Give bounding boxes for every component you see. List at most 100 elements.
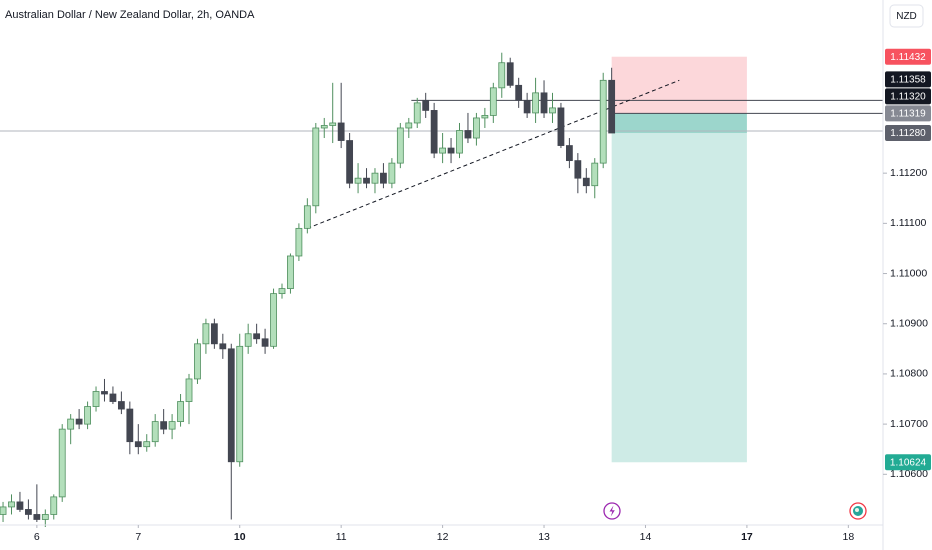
candle-body	[439, 147, 446, 154]
candle-body	[202, 323, 210, 345]
target-zone	[611, 113, 747, 463]
currency-label: NZD	[896, 11, 917, 22]
x-tick-label: 10	[234, 531, 246, 543]
candle-body	[447, 147, 455, 154]
price-tag	[885, 88, 931, 105]
candle-body	[8, 501, 15, 508]
candle-body	[244, 333, 252, 347]
candle-body	[523, 99, 531, 114]
x-tick-label: 11	[336, 531, 347, 543]
candle-body	[75, 418, 83, 425]
candle-body	[354, 177, 362, 184]
candle-body	[143, 441, 151, 448]
candle-body	[608, 79, 616, 134]
price-tag-label: 1.11280	[890, 128, 926, 139]
price-tag-label: 1.10624	[890, 457, 927, 468]
event-icon[interactable]	[849, 502, 867, 520]
candle-body	[303, 205, 311, 229]
candle-body	[109, 393, 117, 402]
candle-body	[599, 79, 607, 164]
candle-body	[84, 406, 91, 425]
candle-body	[101, 391, 108, 395]
candle-body	[177, 401, 184, 423]
candle-body	[236, 345, 244, 463]
candle-body	[270, 293, 277, 347]
candle-body	[329, 122, 337, 126]
candle-body	[549, 107, 556, 114]
y-tick-label: 1.10900	[890, 318, 928, 330]
candle-body	[413, 102, 421, 124]
price-tag	[885, 454, 931, 471]
candle-body	[58, 428, 66, 498]
candle-body	[456, 130, 463, 154]
x-tick-label: 13	[538, 531, 550, 543]
price-tag	[885, 71, 931, 88]
candle-body	[363, 177, 370, 184]
candle-body	[515, 84, 523, 101]
candle-body	[33, 514, 41, 520]
candle-body	[498, 62, 506, 89]
candle-body	[92, 391, 100, 407]
candle-body	[168, 421, 176, 430]
candle-body	[320, 125, 328, 129]
price-tag	[885, 105, 931, 122]
candle-body	[396, 127, 404, 164]
candle-body	[227, 348, 235, 463]
candle-body	[489, 87, 497, 116]
candle-body	[41, 514, 49, 520]
candle-body	[151, 421, 159, 443]
axis-layer: 1.11200 1.11100 1.11000 1.10900 1.10800 1.107…	[34, 167, 928, 543]
x-tick-label: 12	[437, 531, 449, 543]
candle-body	[16, 501, 24, 510]
candle-body	[194, 343, 201, 380]
price-tag	[885, 125, 931, 142]
price-tag-label: 1.11320	[890, 92, 926, 103]
candle-body	[582, 177, 590, 187]
candle-body	[312, 127, 320, 207]
y-tick-label: 1.10600	[890, 468, 928, 480]
y-tick-label: 1.11200	[890, 167, 927, 179]
price-tag-label: 1.11432	[890, 52, 926, 63]
candle-body	[0, 506, 7, 515]
tags-layer: 1.10624 1.11280 1.11319 1.11320 1.11358 1.114…	[885, 48, 931, 471]
x-tick-label: 14	[640, 531, 652, 543]
candle-body	[117, 401, 125, 410]
candle-body	[557, 107, 565, 146]
candle-body	[287, 255, 294, 289]
candle-body	[185, 378, 193, 402]
price-tag-label: 1.11358	[890, 75, 926, 86]
candle-body	[253, 333, 261, 340]
candle-body	[67, 418, 75, 430]
candle-body	[591, 162, 599, 187]
candle-body	[160, 421, 168, 430]
price-tag	[885, 48, 931, 65]
x-tick-label: 18	[842, 531, 854, 543]
candle-body	[405, 122, 413, 129]
y-tick-label: 1.10800	[890, 368, 928, 380]
candle-body	[219, 343, 227, 350]
candle-body	[371, 172, 379, 184]
price-tag-label: 1.11319	[890, 109, 926, 120]
candle-body	[574, 160, 582, 179]
candle-body	[25, 509, 32, 515]
candle-body	[481, 115, 489, 119]
candle-body	[295, 227, 303, 257]
candle-body	[210, 323, 218, 345]
candle-body	[430, 110, 438, 154]
currency-button[interactable]	[889, 4, 924, 28]
x-tick-label: 17	[741, 531, 753, 543]
candle-body	[126, 408, 134, 443]
candle-body	[506, 62, 514, 86]
lightning-icon[interactable]	[603, 502, 621, 520]
candle-body	[278, 288, 286, 295]
stop-zone	[611, 56, 747, 114]
candle-body	[50, 496, 58, 515]
candle-body	[380, 172, 387, 184]
candle-body	[346, 140, 354, 184]
chart-title: Australian Dollar / New Zealand Dollar, …	[5, 9, 255, 21]
candles-layer	[0, 52, 616, 528]
trend-line	[307, 79, 680, 229]
